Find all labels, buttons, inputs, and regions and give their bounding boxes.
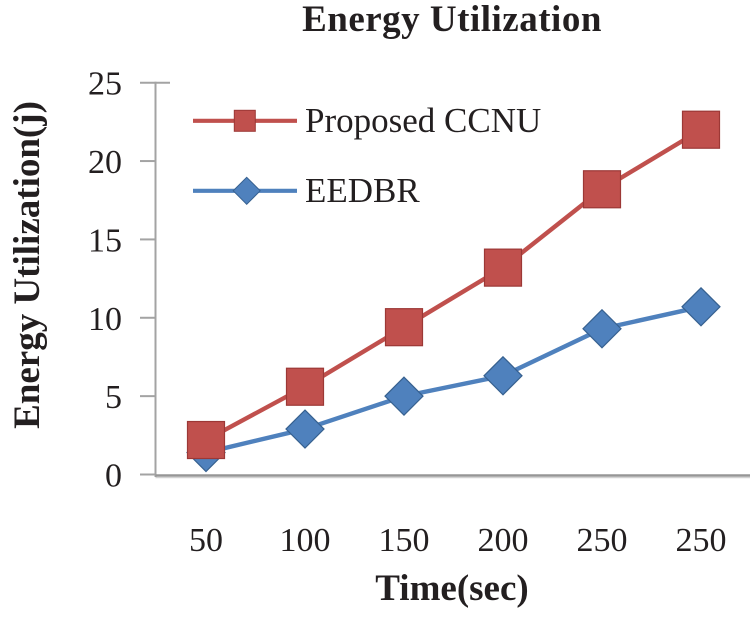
chart-title: Energy Utilization: [302, 0, 602, 40]
y-tick-label: 20: [88, 144, 122, 181]
legend-label-proposed-ccnu: Proposed CCNU: [305, 101, 542, 140]
x-tick-label: 200: [478, 522, 529, 559]
x-axis-title: Time(sec): [375, 568, 529, 609]
y-tick-label: 15: [88, 222, 122, 259]
data-point-eedbr: [285, 409, 325, 449]
legend-label-eedbr: EEDBR: [305, 171, 420, 210]
legend-marker-1: [232, 176, 261, 206]
series-line-eedbr: [203, 304, 704, 455]
series-line-proposed-ccnu: [203, 127, 704, 443]
data-point-proposed-ccnu: [384, 308, 424, 347]
y-tick-label: 25: [88, 66, 122, 103]
data-point-eedbr: [384, 376, 424, 416]
data-point-eedbr: [483, 355, 523, 396]
legend-marker-0: [233, 109, 256, 132]
x-tick-label: 250: [577, 522, 628, 559]
y-tick-label: 5: [105, 379, 122, 416]
y-tick-label: 0: [105, 458, 122, 495]
x-tick-label: 250: [676, 522, 727, 559]
data-point-eedbr: [681, 286, 721, 327]
x-tick-label: 150: [379, 522, 430, 559]
data-point-proposed-ccnu: [483, 248, 523, 287]
x-tick-label: 100: [280, 522, 331, 559]
data-point-proposed-ccnu: [186, 420, 226, 460]
data-point-proposed-ccnu: [285, 367, 325, 406]
y-tick-label: 10: [88, 301, 122, 338]
data-point-proposed-ccnu: [681, 110, 721, 149]
data-point-eedbr: [582, 308, 622, 349]
data-point-proposed-ccnu: [582, 170, 622, 209]
x-tick-label: 50: [189, 522, 223, 559]
